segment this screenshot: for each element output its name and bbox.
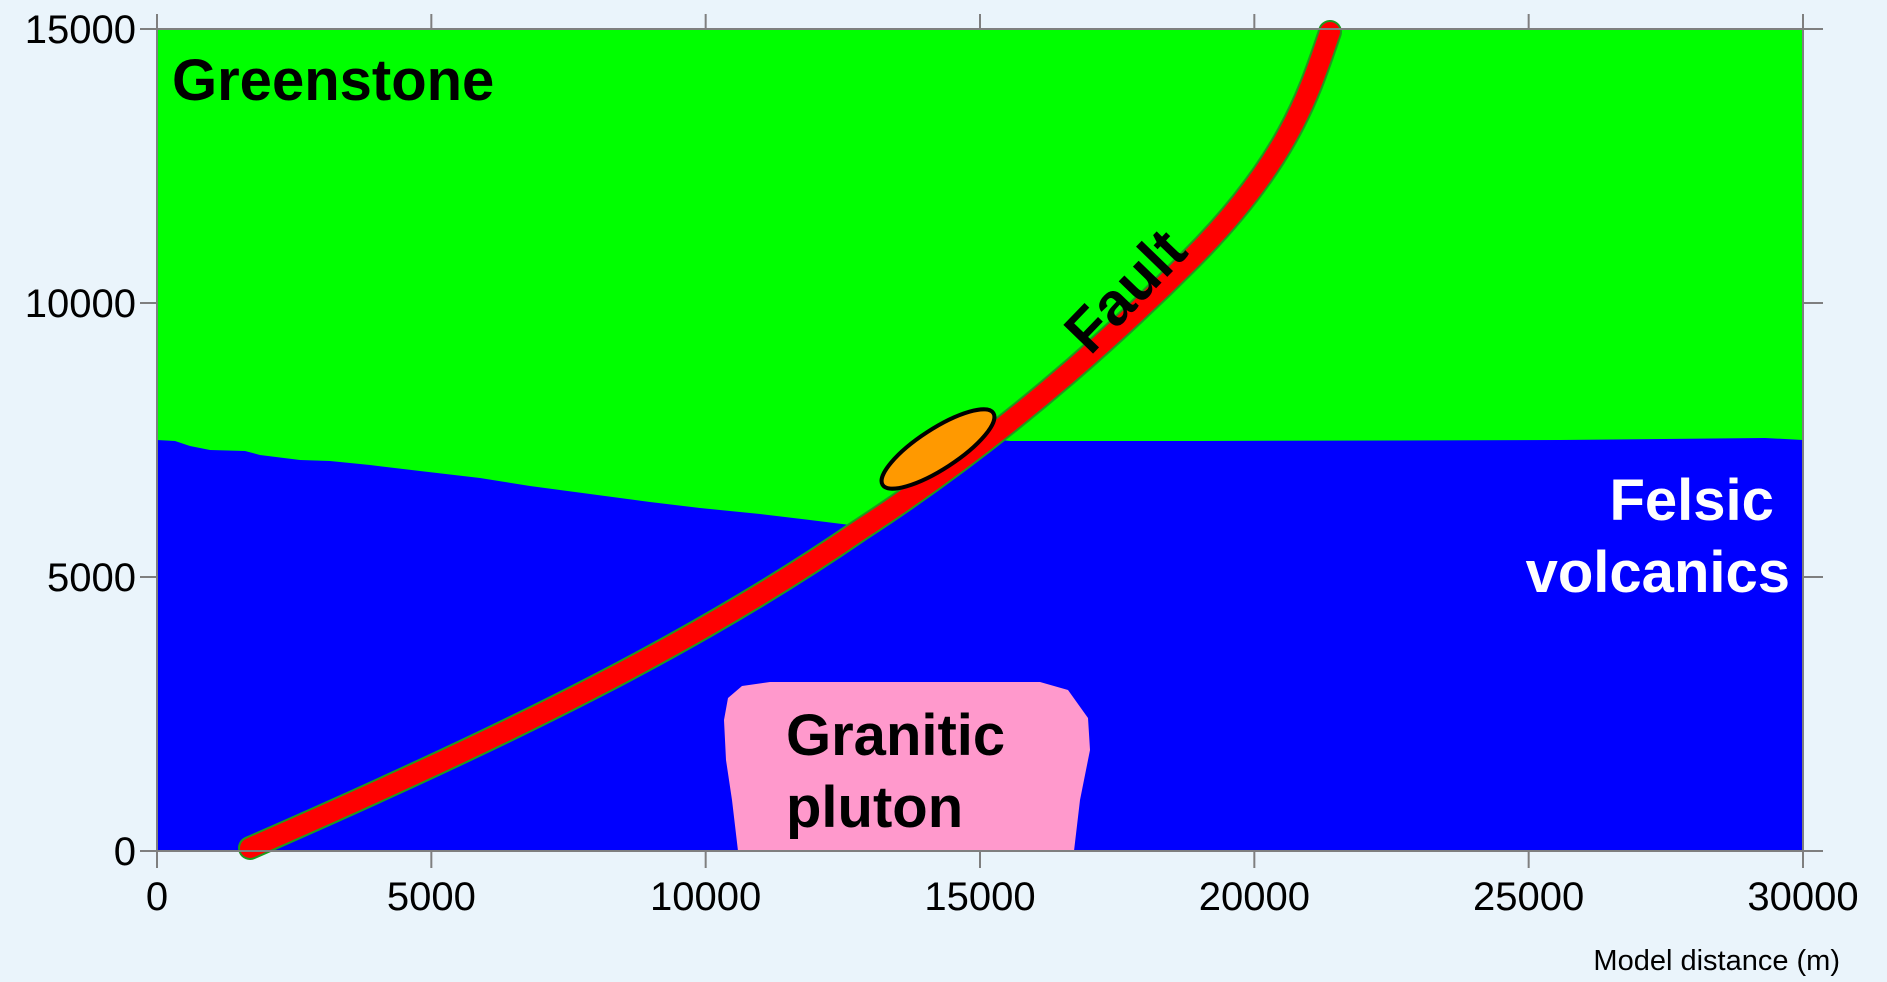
- y-axis-ticks: 0 5000 10000 15000: [25, 8, 1823, 874]
- felsic-volcanics-unit: [157, 438, 1803, 851]
- greenstone-label: Greenstone: [172, 48, 494, 113]
- y-tick-label: 0: [114, 830, 136, 874]
- y-tick-label: 15000: [25, 8, 136, 52]
- fault-zone: [240, 22, 1340, 858]
- x-tick-label: 0: [146, 875, 168, 919]
- ore-body: [879, 407, 997, 491]
- x-axis-title: Model distance (m): [1593, 945, 1840, 977]
- x-tick-label: 25000: [1473, 875, 1584, 919]
- y-tick-label: 5000: [47, 556, 136, 600]
- granitic-pluton-label: Granitic pluton: [786, 703, 1021, 840]
- granitic-pluton-unit: [724, 682, 1090, 851]
- x-tick-label: 20000: [1199, 875, 1310, 919]
- x-axis-ticks: 0 5000 10000 15000 20000 25000 30000: [146, 14, 1859, 919]
- felsic-volcanics-label: Felsic volcanics: [1526, 468, 1790, 605]
- x-tick-label: 15000: [924, 875, 1035, 919]
- x-tick-label: 10000: [650, 875, 761, 919]
- y-tick-label: 10000: [25, 282, 136, 326]
- x-tick-label: 30000: [1747, 875, 1858, 919]
- x-tick-label: 5000: [387, 875, 476, 919]
